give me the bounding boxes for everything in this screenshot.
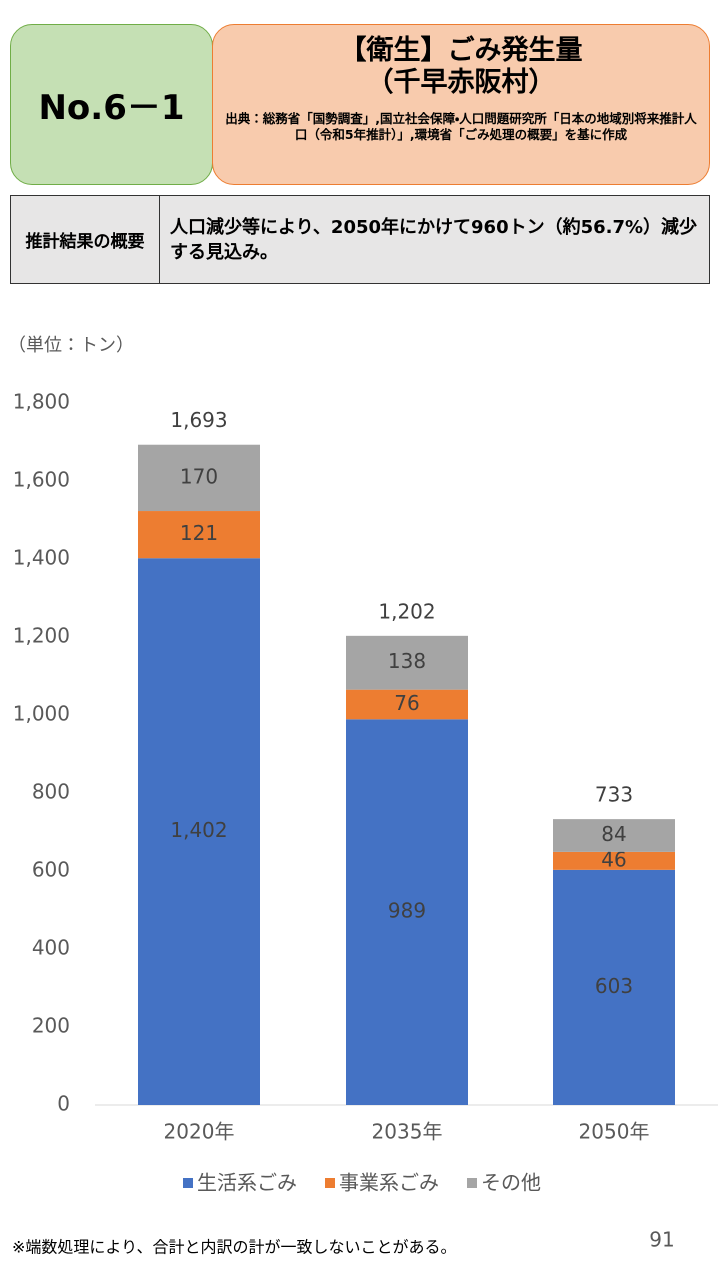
data-label: 1,402 bbox=[170, 818, 227, 842]
y-tick-label: 1,400 bbox=[13, 546, 70, 570]
page-number: 91 bbox=[649, 1228, 674, 1252]
y-tick-label: 1,000 bbox=[13, 702, 70, 726]
legend-swatch bbox=[467, 1178, 477, 1188]
legend-label: 事業系ごみ bbox=[339, 1171, 439, 1195]
summary-label: 推計結果の概要 bbox=[11, 196, 160, 283]
title: 【衛生】ごみ発生量 bbox=[339, 35, 583, 66]
data-label: 84 bbox=[601, 822, 626, 846]
x-tick-label: 2035年 bbox=[372, 1120, 443, 1144]
y-tick-label: 1,600 bbox=[13, 468, 70, 492]
legend-swatch bbox=[325, 1178, 335, 1188]
badge: No.6－1 bbox=[10, 24, 213, 185]
subtitle: （千早赤阪村） bbox=[366, 67, 556, 98]
y-tick-label: 400 bbox=[32, 936, 70, 960]
y-tick-label: 800 bbox=[32, 780, 70, 804]
y-tick-label: 1,200 bbox=[13, 624, 70, 648]
bar-segment bbox=[346, 719, 468, 1105]
total-label: 733 bbox=[595, 783, 633, 807]
bar-segment bbox=[346, 689, 468, 720]
data-label: 121 bbox=[180, 521, 218, 545]
source: 出典：総務省「国勢調査」,国立社会保障・人口問題研究所「日本の地域別将来推計人口… bbox=[225, 111, 697, 142]
data-label: 989 bbox=[388, 899, 426, 923]
bar-segment bbox=[553, 819, 675, 852]
title-box: 【衛生】ごみ発生量 （千早赤阪村） 出典：総務省「国勢調査」,国立社会保障・人口… bbox=[212, 24, 710, 185]
y-tick-label: 0 bbox=[57, 1092, 70, 1116]
summary-table: 推計結果の概要 人口減少等により、2050年にかけて960トン（約56.7%）減… bbox=[10, 195, 710, 284]
x-tick-label: 2050年 bbox=[579, 1120, 650, 1144]
y-tick-label: 200 bbox=[32, 1014, 70, 1038]
bar-segment bbox=[553, 869, 675, 1105]
bar-segment bbox=[138, 558, 260, 1105]
bar-segment bbox=[553, 851, 675, 870]
data-label: 603 bbox=[595, 974, 633, 998]
legend-label: その他 bbox=[481, 1171, 541, 1195]
bar-segment bbox=[138, 444, 260, 512]
legend-label: 生活系ごみ bbox=[197, 1171, 297, 1195]
total-label: 1,202 bbox=[378, 599, 435, 623]
x-tick-label: 2020年 bbox=[164, 1120, 235, 1144]
data-label: 170 bbox=[180, 464, 218, 488]
summary-text: 人口減少等により、2050年にかけて960トン（約56.7%）減少する見込み。 bbox=[170, 216, 698, 263]
data-label: 76 bbox=[394, 691, 419, 715]
bar-segment bbox=[346, 635, 468, 690]
y-tick-label: 600 bbox=[32, 858, 70, 882]
legend-swatch bbox=[183, 1178, 193, 1188]
total-label: 1,693 bbox=[170, 408, 227, 432]
footnote: ※端数処理により、合計と内訳の計が一致しないことがある。 bbox=[12, 1238, 456, 1257]
unit-label: （単位：トン） bbox=[8, 335, 134, 356]
y-tick-label: 1,800 bbox=[13, 390, 70, 414]
data-label: 138 bbox=[388, 649, 426, 673]
bar-segment bbox=[138, 511, 260, 559]
